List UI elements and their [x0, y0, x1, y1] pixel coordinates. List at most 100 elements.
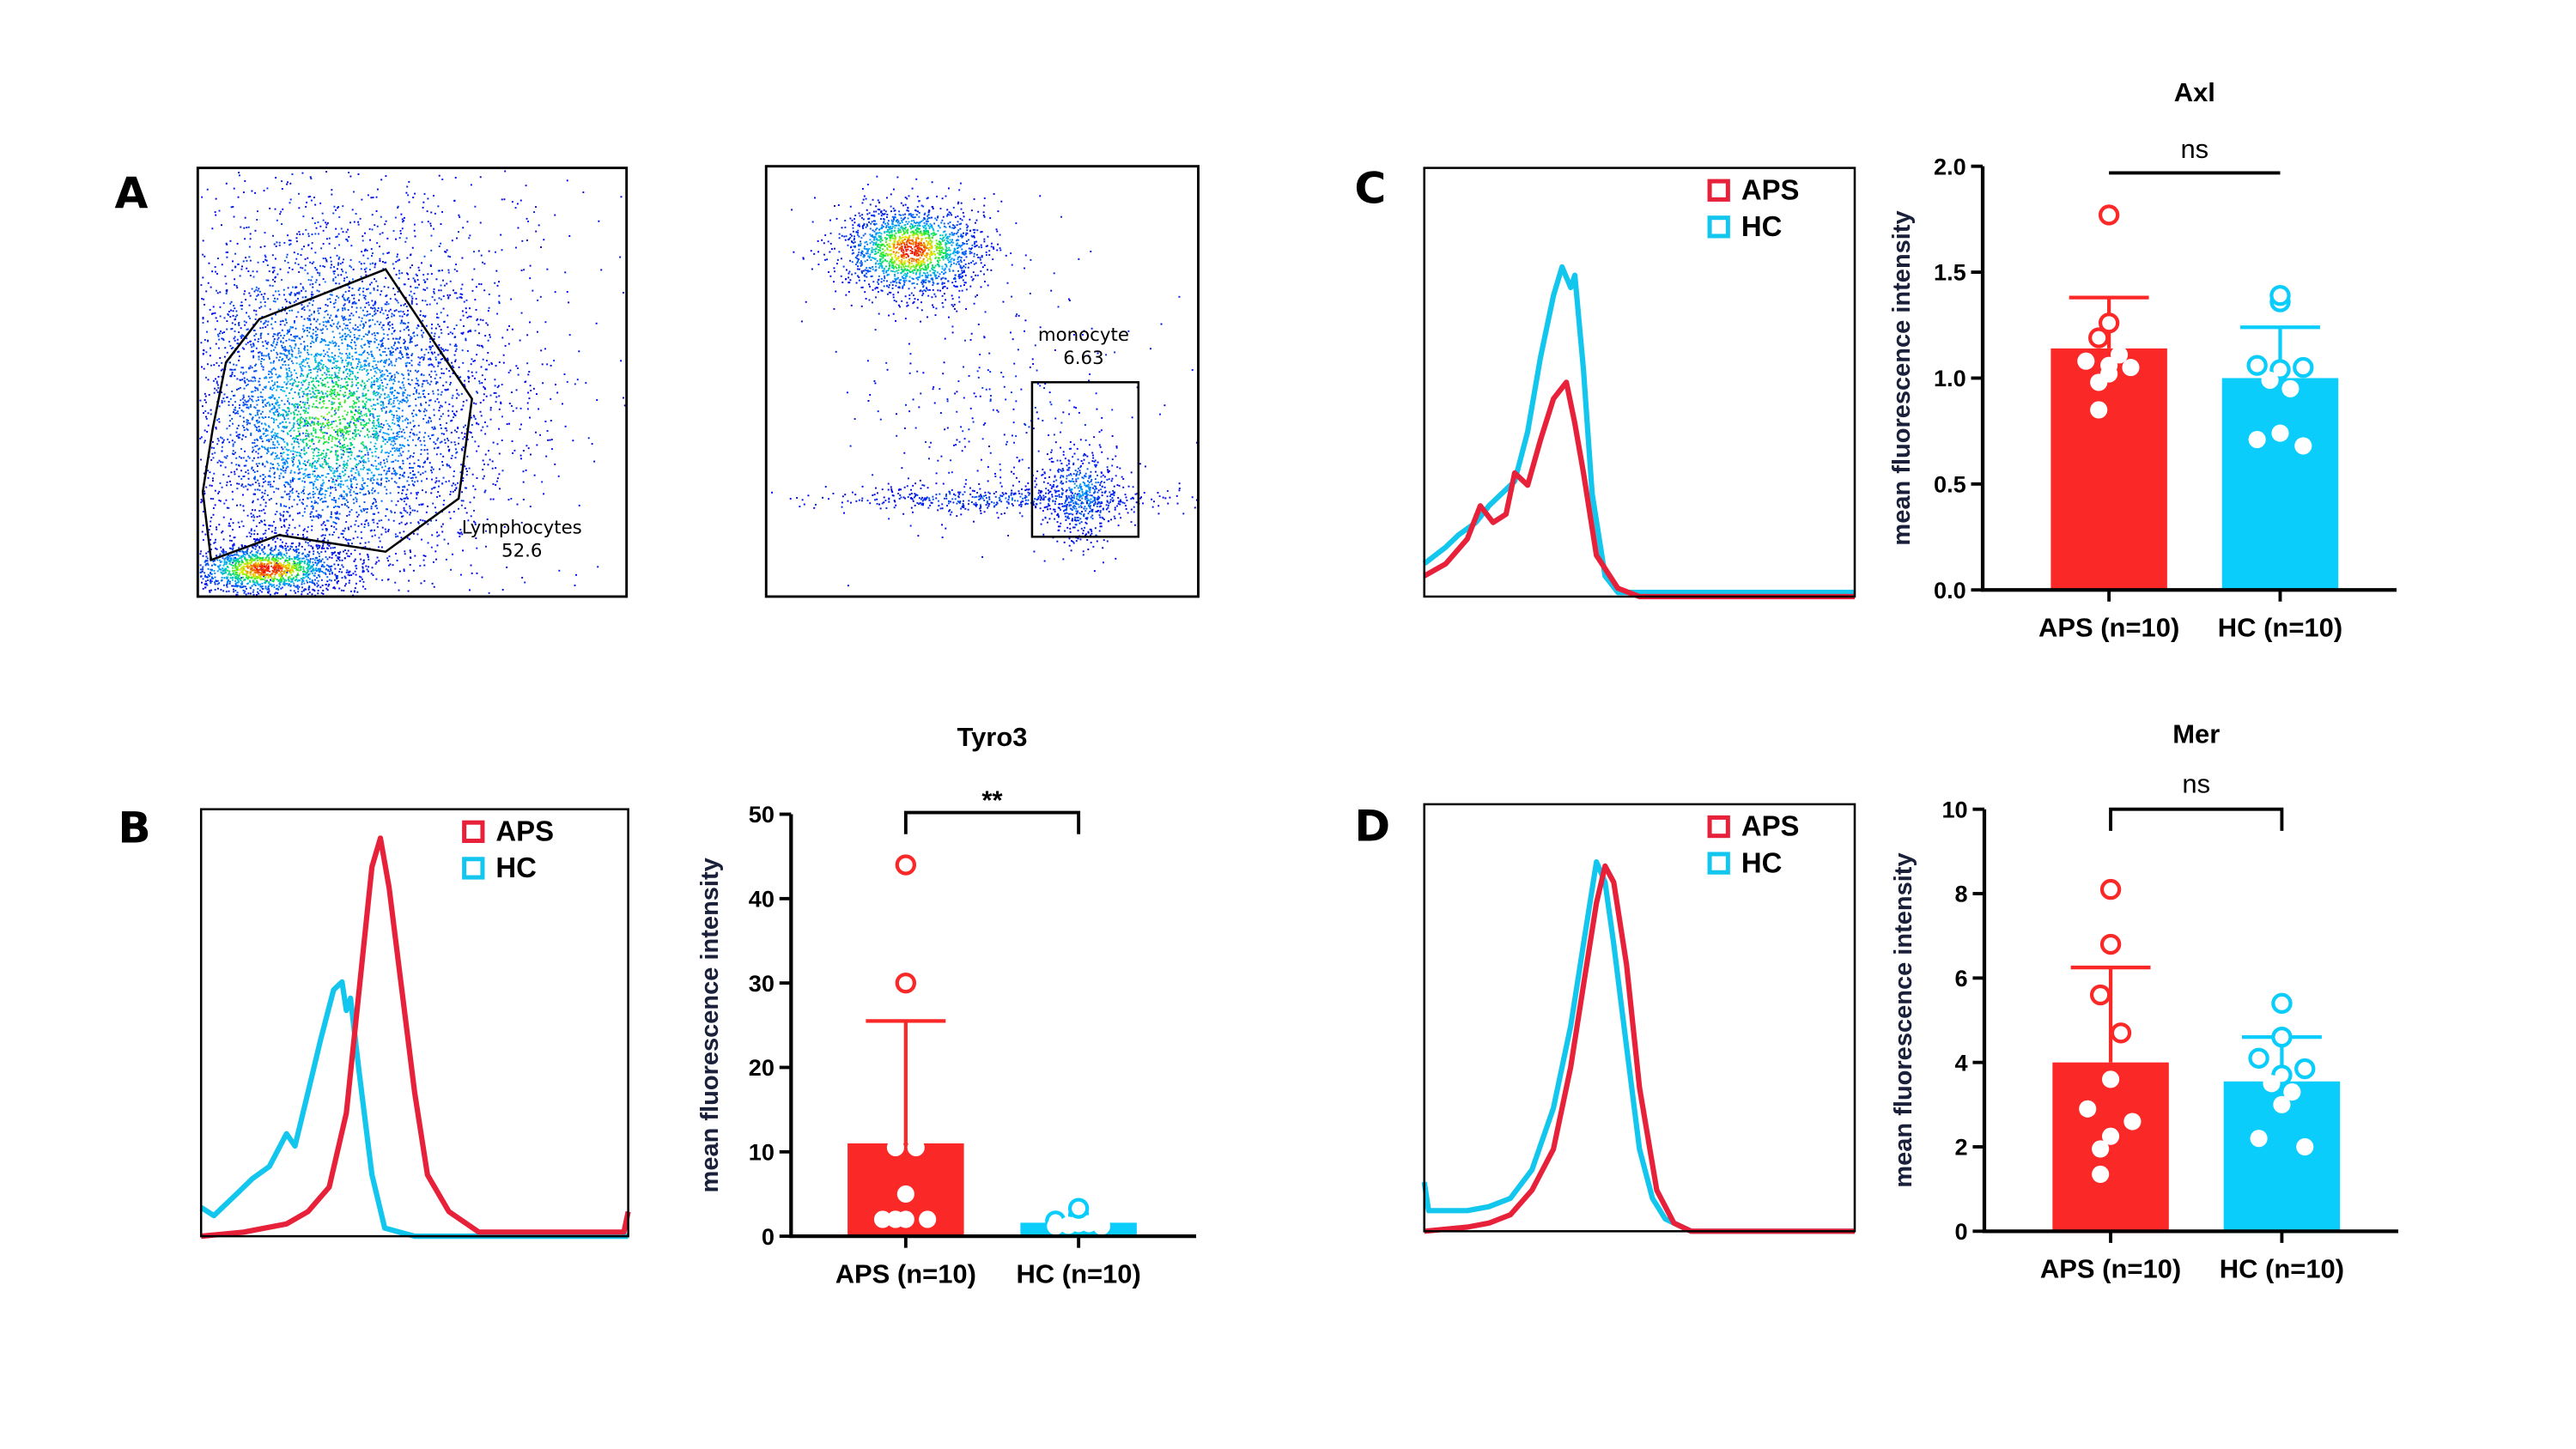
event-dot: [410, 551, 412, 554]
event-dot: [449, 381, 452, 384]
event-dot: [215, 343, 217, 345]
event-dot: [325, 432, 326, 434]
event-dot: [221, 446, 223, 448]
event-dot: [321, 488, 324, 490]
event-dot: [200, 458, 202, 461]
event-dot: [303, 306, 306, 308]
event-dot: [290, 373, 293, 376]
event-dot: [286, 494, 289, 496]
event-dot: [344, 369, 347, 372]
event-dot: [453, 511, 455, 513]
event-dot: [354, 375, 356, 378]
event-dot: [334, 247, 337, 250]
event-dot: [462, 227, 465, 229]
event-dot: [437, 361, 440, 363]
event-dot: [318, 233, 319, 235]
event-dot: [209, 355, 211, 357]
event-dot: [367, 194, 369, 197]
event-dot: [492, 498, 495, 500]
event-dot: [373, 521, 375, 524]
event-dot: [283, 390, 286, 392]
event-dot: [292, 362, 295, 365]
event-dot: [310, 335, 313, 337]
event-dot: [207, 424, 210, 427]
event-dot: [484, 388, 486, 391]
event-dot: [273, 467, 275, 470]
event-dot: [404, 391, 406, 394]
event-dot: [337, 458, 339, 461]
event-dot: [320, 407, 323, 409]
event-dot: [360, 276, 362, 278]
event-dot: [498, 361, 501, 364]
event-dot: [361, 460, 364, 463]
event-dot: [313, 261, 315, 264]
event-dot: [400, 213, 403, 215]
event-dot: [345, 353, 348, 355]
event-dot: [298, 459, 300, 462]
event-dot: [396, 371, 398, 373]
event-dot: [264, 305, 266, 307]
event-dot: [332, 323, 335, 325]
event-dot: [246, 379, 248, 380]
event-dot: [472, 485, 475, 488]
event-dot: [348, 396, 350, 398]
event-dot: [368, 490, 370, 493]
event-dot: [283, 525, 286, 528]
event-dot: [333, 345, 336, 348]
event-dot: [309, 195, 312, 197]
event-dot: [454, 350, 457, 353]
event-dot: [464, 436, 465, 439]
event-dot: [460, 500, 463, 502]
event-dot: [383, 459, 386, 462]
event-dot: [399, 310, 402, 312]
event-dot: [261, 410, 264, 413]
event-dot: [390, 410, 392, 413]
event-dot: [367, 357, 369, 360]
event-dot: [371, 386, 373, 389]
event-dot: [346, 427, 349, 429]
event-dot: [368, 340, 370, 343]
event-dot: [278, 241, 281, 244]
event-dot: [431, 478, 433, 481]
event-dot: [368, 330, 370, 333]
event-dot: [233, 187, 235, 190]
event-dot: [402, 515, 404, 518]
event-dot: [483, 393, 485, 396]
event-dot: [271, 464, 274, 466]
event-dot: [280, 514, 283, 517]
event-dot: [260, 362, 263, 365]
event-dot: [566, 179, 568, 182]
event-dot: [337, 385, 339, 386]
event-dot: [255, 333, 258, 336]
event-dot: [354, 402, 355, 404]
event-dot: [304, 463, 306, 465]
event-dot: [434, 400, 436, 403]
event-dot: [322, 522, 325, 524]
event-dot: [381, 427, 384, 429]
event-dot: [221, 486, 223, 488]
event-dot: [252, 391, 254, 393]
event-dot: [321, 385, 324, 387]
event-dot: [363, 466, 366, 469]
event-dot: [288, 349, 290, 352]
event-dot: [339, 431, 342, 433]
event-dot: [241, 379, 244, 381]
event-dot: [320, 498, 323, 500]
event-dot: [259, 320, 262, 323]
event-dot: [374, 455, 377, 458]
event-dot: [440, 312, 442, 314]
event-dot: [538, 224, 540, 227]
event-dot: [350, 362, 352, 364]
event-dot: [436, 397, 439, 400]
event-dot: [482, 358, 484, 361]
event-dot: [317, 422, 319, 425]
event-dot: [377, 421, 380, 423]
event-dot: [540, 349, 543, 352]
event-dot: [218, 332, 221, 335]
event-dot: [330, 511, 332, 513]
event-dot: [352, 467, 355, 470]
event-dot: [334, 551, 336, 554]
event-dot: [401, 373, 404, 375]
event-dot: [415, 444, 417, 446]
event-dot: [386, 557, 389, 560]
